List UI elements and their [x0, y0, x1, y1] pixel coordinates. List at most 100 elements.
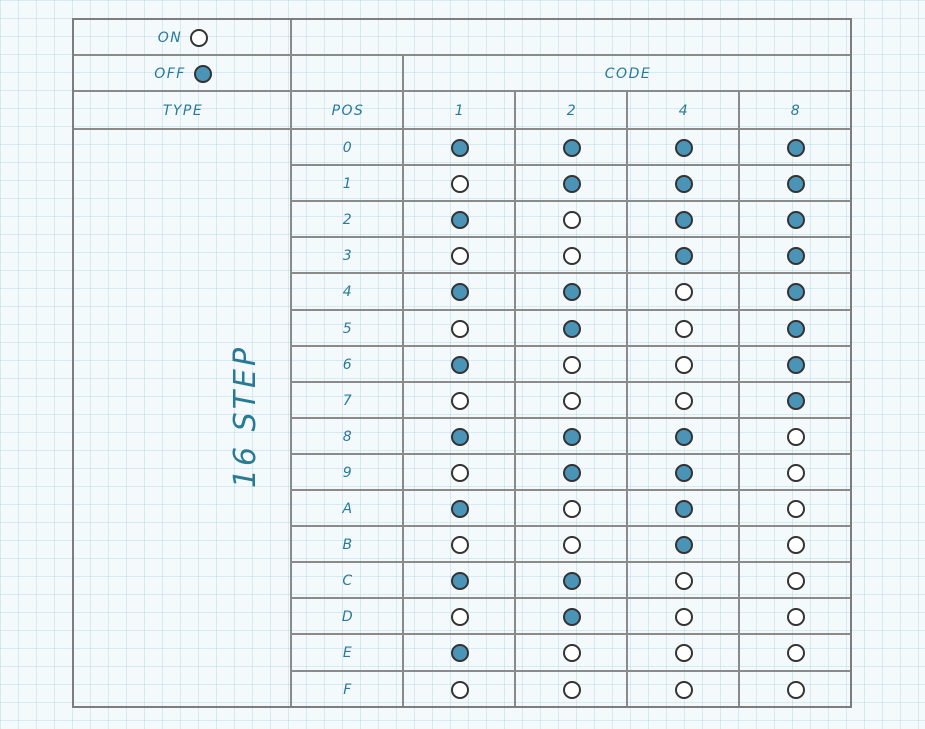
- grid-line: [290, 561, 850, 564]
- code-cell: [628, 166, 740, 202]
- off-indicator-icon: [451, 355, 469, 374]
- pos-cell: 3: [292, 238, 404, 274]
- on-indicator-icon: [563, 211, 581, 230]
- code-cell: [740, 491, 852, 527]
- code-cell: [628, 311, 740, 347]
- code-cell: [516, 311, 628, 347]
- on-indicator-icon: [451, 608, 469, 627]
- grid-line: [290, 236, 850, 239]
- pos-value: 2: [342, 212, 354, 229]
- pos-value: 6: [342, 356, 354, 373]
- code-cell: [628, 599, 740, 635]
- code-cell: [740, 166, 852, 202]
- code-cell: [404, 202, 516, 238]
- off-indicator-icon: [451, 644, 469, 663]
- code-label: CODE: [604, 66, 652, 82]
- pos-value: D: [341, 609, 355, 626]
- grid-line: [290, 525, 850, 528]
- pos-value: A: [342, 501, 354, 518]
- code-cell: [404, 672, 516, 708]
- grid-line: [290, 669, 850, 672]
- code-cell: [628, 130, 740, 166]
- grid-line: [626, 90, 628, 706]
- code-cell: [740, 599, 852, 635]
- off-indicator-icon: [787, 319, 805, 338]
- on-indicator-icon: [787, 463, 805, 482]
- on-indicator-icon: [675, 680, 693, 699]
- code-cell: [404, 599, 516, 635]
- code-cell: [516, 347, 628, 383]
- code-cell: [404, 130, 516, 166]
- off-indicator-icon: [563, 608, 581, 627]
- grid-line: [290, 344, 850, 347]
- off-indicator-icon: [675, 211, 693, 230]
- off-indicator-icon: [563, 463, 581, 482]
- code-cell: [404, 347, 516, 383]
- off-indicator-icon: [451, 283, 469, 302]
- code-cell: [628, 383, 740, 419]
- code-cell: [740, 202, 852, 238]
- on-indicator-icon: [563, 536, 581, 555]
- pos-value: 5: [342, 320, 354, 337]
- code-cell: [740, 672, 852, 708]
- on-indicator-icon: [563, 247, 581, 266]
- grid-line: [514, 90, 516, 706]
- on-indicator-icon: [563, 500, 581, 519]
- pos-cell: B: [292, 527, 404, 563]
- grid-line: [290, 164, 850, 167]
- pos-cell: 7: [292, 383, 404, 419]
- pos-cell: 8: [292, 419, 404, 455]
- off-indicator-icon: [675, 427, 693, 446]
- code-cell: [740, 347, 852, 383]
- code-cell: [628, 274, 740, 310]
- code-cell: [740, 383, 852, 419]
- code-cell: [628, 455, 740, 491]
- grid-line: [290, 597, 850, 600]
- code-cell: [516, 672, 628, 708]
- on-indicator-icon: [563, 391, 581, 410]
- code-cell: [516, 419, 628, 455]
- off-indicator-icon: [787, 247, 805, 266]
- off-indicator-icon: [675, 247, 693, 266]
- code-col-label-1: 1: [454, 103, 466, 119]
- pos-value: 8: [342, 428, 354, 445]
- legend-off-label: OFF: [154, 66, 186, 82]
- code-cell: [516, 491, 628, 527]
- code-cell: [404, 491, 516, 527]
- code-cell: [404, 563, 516, 599]
- off-indicator-icon: [451, 139, 469, 158]
- on-indicator-icon: [675, 391, 693, 410]
- on-indicator-icon: [563, 680, 581, 699]
- grid-line: [290, 380, 850, 383]
- type-value: 16 STEP: [227, 344, 263, 488]
- code-cell: [740, 419, 852, 455]
- on-indicator-icon: [675, 355, 693, 374]
- pos-header: POS: [292, 92, 404, 130]
- grid-line: [290, 308, 850, 311]
- pos-cell: 5: [292, 311, 404, 347]
- on-indicator-icon: [787, 500, 805, 519]
- code-col-label-8: 8: [790, 103, 802, 119]
- off-indicator-icon: [675, 175, 693, 194]
- code-col-header: 4: [628, 92, 740, 130]
- pos-cell: 0: [292, 130, 404, 166]
- grid-line: [738, 90, 740, 706]
- code-col-label-4: 4: [678, 103, 690, 119]
- pos-value: 9: [342, 464, 354, 481]
- pos-value: 7: [342, 392, 354, 409]
- off-indicator-icon: [675, 139, 693, 158]
- code-cell: [628, 527, 740, 563]
- off-indicator-icon: [787, 175, 805, 194]
- on-indicator-icon: [451, 463, 469, 482]
- code-cell: [516, 238, 628, 274]
- code-cell: [740, 274, 852, 310]
- pos-cell: 9: [292, 455, 404, 491]
- pos-cell: 1: [292, 166, 404, 202]
- on-indicator-icon: [451, 319, 469, 338]
- off-indicator-icon: [675, 500, 693, 519]
- code-cell: [740, 238, 852, 274]
- on-indicator-icon: [451, 247, 469, 266]
- code-cell: [628, 635, 740, 671]
- off-indicator-icon: [563, 283, 581, 302]
- pos-cell: E: [292, 635, 404, 671]
